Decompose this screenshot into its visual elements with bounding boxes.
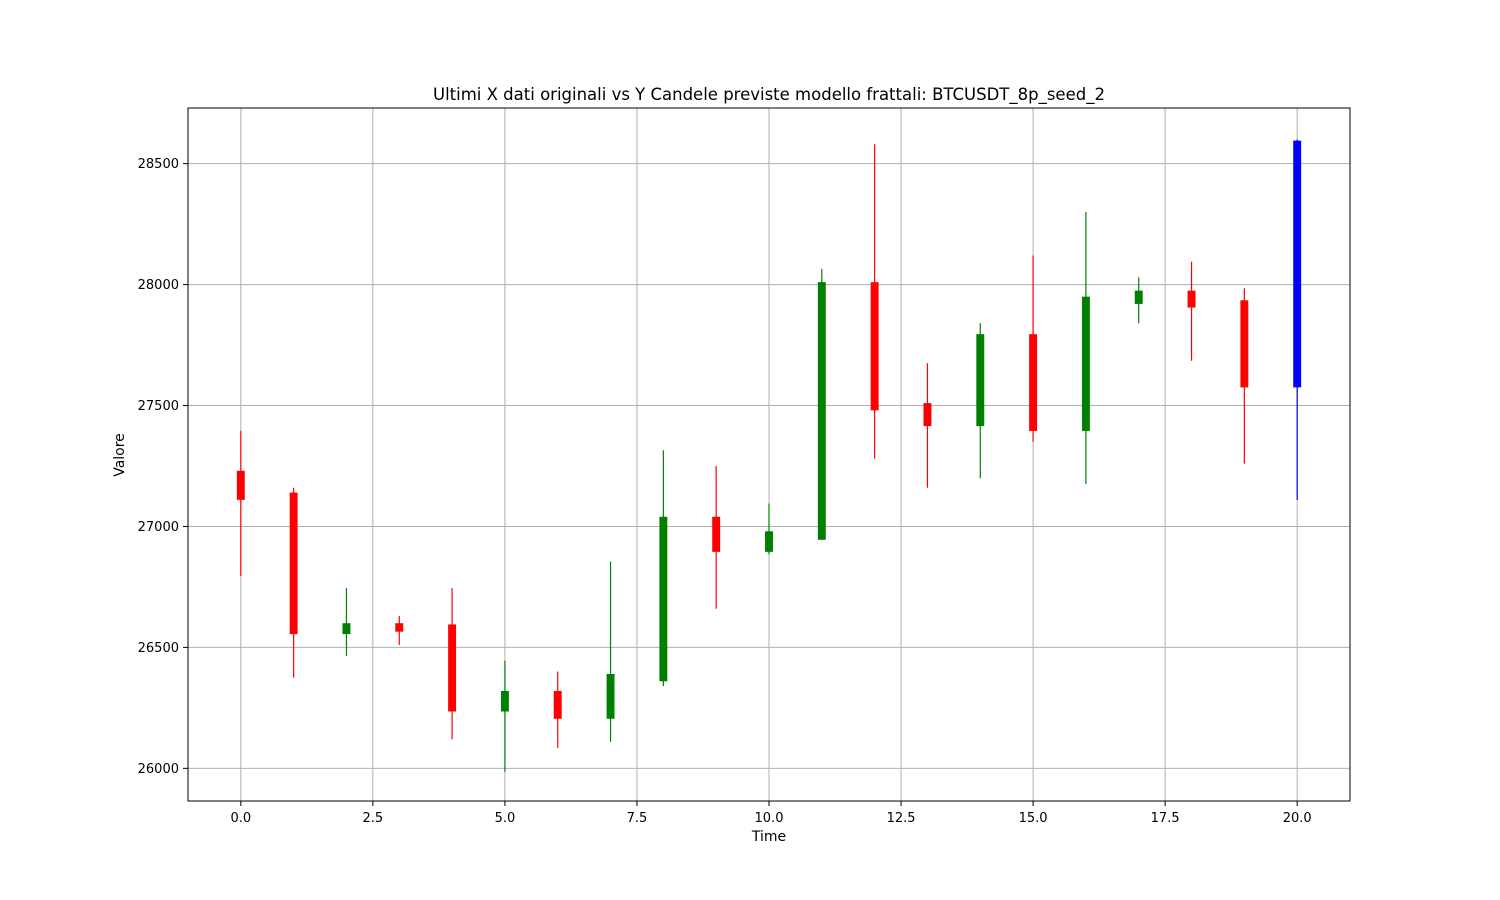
x-tick-label: 15.0 xyxy=(1019,811,1048,826)
candle-body xyxy=(1187,290,1196,308)
candle-body xyxy=(923,403,932,427)
candle-body xyxy=(1081,296,1090,431)
y-axis-label: Valore xyxy=(112,433,128,477)
candle-body xyxy=(448,624,457,712)
candle-body xyxy=(289,492,298,635)
y-tick-label: 28000 xyxy=(138,278,179,293)
chart-title: Ultimi X dati originali vs Y Candele pre… xyxy=(433,85,1105,105)
candle-body xyxy=(395,623,404,632)
candle-body xyxy=(342,623,351,635)
candle-down xyxy=(448,588,457,740)
candle-up xyxy=(500,660,509,772)
y-tick-label: 27500 xyxy=(138,399,179,414)
x-tick-label: 17.5 xyxy=(1151,811,1180,826)
y-tick-label: 26500 xyxy=(138,641,179,656)
candle-body xyxy=(236,470,245,500)
candle-body xyxy=(1240,300,1249,388)
candle-up xyxy=(342,588,351,656)
candle-up xyxy=(976,323,985,479)
candle-down xyxy=(1029,255,1038,442)
candle-down xyxy=(289,487,298,678)
x-tick-label: 2.5 xyxy=(363,811,384,826)
candle-body xyxy=(765,531,773,552)
candle-down xyxy=(1187,261,1196,361)
y-axis-ticks: 26000 26500 27000 27500 28000 28500 xyxy=(138,157,188,777)
x-tick-label: 10.0 xyxy=(755,811,784,826)
candles xyxy=(236,139,1302,772)
x-tick-label: 7.5 xyxy=(627,811,648,826)
candle-body xyxy=(606,674,615,719)
candle-down xyxy=(553,671,562,748)
candle-body xyxy=(1293,140,1302,388)
candle-down xyxy=(236,430,245,577)
candle-body xyxy=(1029,334,1038,431)
candle-body xyxy=(659,516,668,682)
candle-down xyxy=(870,144,879,459)
y-tick-label: 28500 xyxy=(138,157,179,172)
candle-up xyxy=(659,450,668,687)
y-tick-label: 27000 xyxy=(138,520,179,535)
y-tick-label: 26000 xyxy=(138,762,179,777)
x-axis-ticks: 0.0 2.5 5.0 7.5 10.0 12.5 15.0 17.5 20.0 xyxy=(230,801,1312,826)
x-axis-label: Time xyxy=(751,829,786,845)
candle-down xyxy=(1240,288,1249,464)
candle-body xyxy=(976,334,985,427)
x-tick-label: 5.0 xyxy=(495,811,516,826)
candle-down xyxy=(923,363,932,488)
candle-body xyxy=(553,690,562,719)
candle-body xyxy=(500,690,509,712)
candle-body xyxy=(1134,290,1143,304)
candle-body xyxy=(870,282,879,411)
candle-up xyxy=(1081,212,1090,485)
candle-down xyxy=(712,465,721,609)
x-tick-label: 12.5 xyxy=(887,811,916,826)
candle-up xyxy=(606,561,615,742)
x-tick-label: 0.0 xyxy=(230,811,251,826)
candle-predicted xyxy=(1293,139,1302,500)
candle-up xyxy=(1134,277,1143,324)
candle-up xyxy=(817,268,826,540)
candle-up xyxy=(765,503,773,555)
candle-body xyxy=(712,516,721,552)
grid-lines xyxy=(188,108,1350,801)
x-tick-label: 20.0 xyxy=(1283,811,1312,826)
candle-body xyxy=(817,282,826,540)
candle-down xyxy=(395,615,404,645)
